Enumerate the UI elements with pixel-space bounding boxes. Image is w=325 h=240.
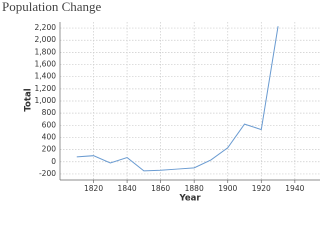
x-tick-label: 1940 — [285, 184, 304, 193]
y-tick-label: 1,600 — [35, 60, 57, 69]
y-tick-label: 400 — [42, 132, 57, 141]
x-tick-label: 1860 — [151, 184, 170, 193]
line — [76, 26, 279, 172]
y-tick-label: 1,000 — [35, 96, 57, 105]
y-tick-label: 600 — [42, 120, 57, 129]
y-tick-label: -200 — [39, 169, 56, 178]
y-tick-label: 1,400 — [35, 72, 57, 81]
x-tick-label: 1840 — [118, 184, 137, 193]
y-tick-label: 200 — [42, 145, 57, 154]
x-tick-label: 1920 — [252, 184, 271, 193]
chart: Population Change Year Total -200 0 200 400… — [2, 0, 320, 204]
y-axis-title: Total — [24, 88, 34, 111]
chart-title: Population Change — [2, 0, 102, 14]
y-tick-label: 800 — [42, 108, 57, 117]
x-tick-label: 1900 — [218, 184, 237, 193]
x-tick-label: 1820 — [84, 184, 103, 193]
y-tick-label: 1,800 — [35, 47, 57, 56]
x-axis-title: Year — [178, 194, 201, 204]
y-tick-label: 2,000 — [35, 35, 57, 44]
y-tick-label: 1,200 — [35, 84, 57, 93]
x-tick-label: 1880 — [185, 184, 204, 193]
y-tick-label: 2,200 — [35, 23, 57, 32]
y-tick-label: 0 — [51, 157, 56, 166]
